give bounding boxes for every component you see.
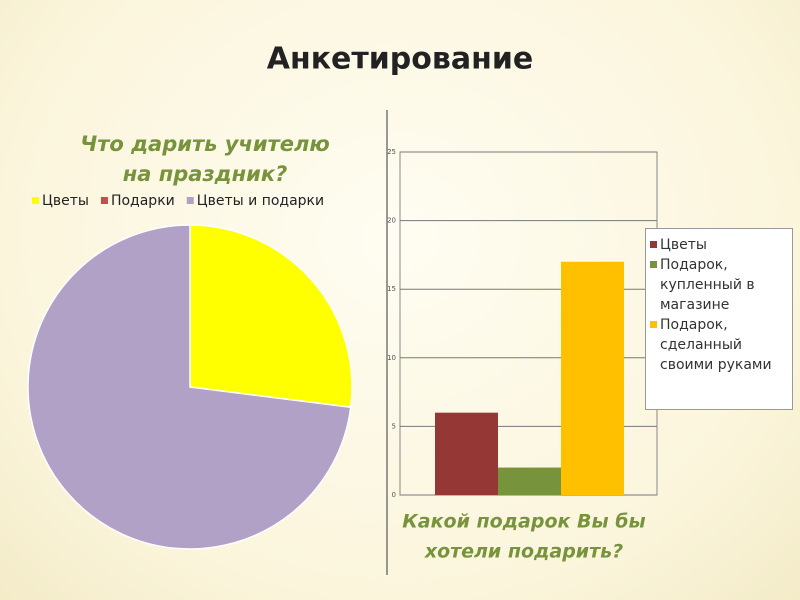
- y-tick-label: 5: [392, 422, 396, 430]
- legend-label: Подарок, купленный в магазине: [660, 257, 755, 313]
- pie-slice: [27, 224, 352, 550]
- bar: [498, 467, 561, 495]
- legend-item: Подарок, сделанный своими руками: [650, 315, 788, 375]
- legend-item: Цветы: [650, 235, 788, 255]
- legend-swatch: [650, 321, 657, 328]
- y-tick-label: 25: [387, 148, 396, 156]
- legend-label: Подарки: [111, 193, 175, 209]
- chart-title: Что дарить учителю: [80, 132, 330, 156]
- legend-label: Цветы: [42, 193, 89, 209]
- legend-swatch: [650, 241, 657, 248]
- legend-swatch: [100, 197, 108, 204]
- legend-label: Цветы и подарки: [197, 193, 324, 209]
- y-tick-label: 10: [387, 354, 396, 362]
- legend-swatch: [650, 261, 657, 268]
- y-tick-label: 20: [387, 217, 396, 225]
- legend: Цветы Подарок, купленный в магазине Подаро…: [645, 228, 793, 410]
- legend-label: Цветы: [660, 237, 707, 253]
- chart-title: Какой подарок Вы бы: [402, 511, 645, 533]
- y-tick-label: 0: [392, 491, 396, 499]
- y-tick-label: 15: [387, 285, 396, 293]
- legend-swatch: [186, 197, 194, 204]
- legend-item: Подарок, купленный в магазине: [650, 255, 788, 315]
- pie-slice: [189, 224, 353, 409]
- chart-title: на праздник?: [123, 162, 288, 186]
- legend-label: Подарок, сделанный своими руками: [660, 317, 772, 373]
- bar: [561, 261, 624, 495]
- legend-swatch: [32, 197, 39, 204]
- chart-title: хотели подарить?: [424, 541, 623, 563]
- slide-title: Анкетирование: [267, 42, 533, 77]
- bar: [435, 412, 498, 495]
